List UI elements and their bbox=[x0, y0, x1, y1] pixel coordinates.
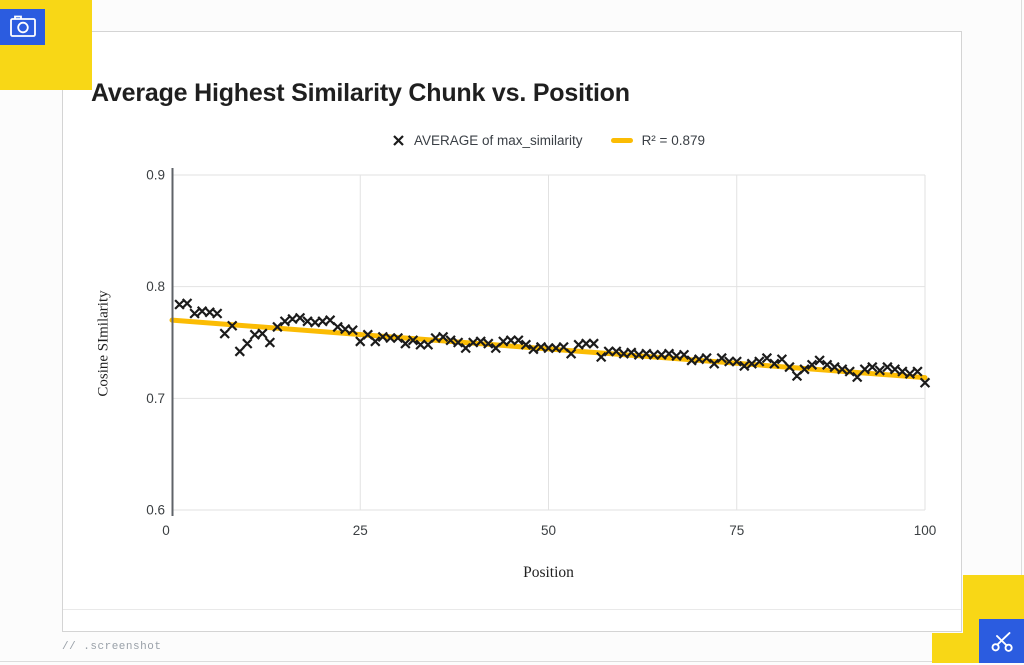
svg-text:0.7: 0.7 bbox=[146, 391, 165, 406]
legend-series-label: AVERAGE of max_similarity bbox=[414, 132, 583, 148]
svg-text:100: 100 bbox=[914, 523, 937, 538]
legend-item-trendline: R² = 0.879 bbox=[610, 132, 705, 148]
svg-text:0.8: 0.8 bbox=[146, 279, 165, 294]
svg-text:0.9: 0.9 bbox=[146, 168, 165, 183]
chart-legend: AVERAGE of max_similarity R² = 0.879 bbox=[172, 128, 925, 152]
trendline-swatch-icon bbox=[610, 137, 633, 143]
y-axis-title: Cosine SImilarity bbox=[95, 290, 112, 397]
svg-text:75: 75 bbox=[729, 523, 744, 538]
legend-item-series: AVERAGE of max_similarity bbox=[392, 133, 583, 148]
x-marker-icon bbox=[393, 134, 404, 146]
svg-text:25: 25 bbox=[353, 523, 368, 538]
chart-title: Average Highest Similarity Chunk vs. Pos… bbox=[91, 79, 630, 107]
chart-area: Average Highest Similarity Chunk vs. Pos… bbox=[63, 32, 961, 610]
chart-card: Average Highest Similarity Chunk vs. Pos… bbox=[62, 31, 962, 632]
scissors-icon bbox=[991, 632, 1013, 652]
x-axis-title: Position bbox=[523, 564, 574, 581]
camera-icon bbox=[9, 15, 36, 37]
camera-button[interactable] bbox=[0, 9, 45, 45]
scissors-button[interactable] bbox=[979, 619, 1024, 663]
svg-text:0: 0 bbox=[162, 523, 170, 538]
scatter-plot: 0.6 0.7 0.8 0.9 0 25 50 75 100 bbox=[146, 168, 937, 539]
svg-text:0.6: 0.6 bbox=[146, 503, 165, 518]
slide-caption: // .screenshot bbox=[62, 641, 162, 653]
svg-text:50: 50 bbox=[541, 523, 556, 538]
corner-decoration-bottom-right-small bbox=[932, 633, 964, 663]
legend-r2-label: R² = 0.879 bbox=[641, 132, 705, 148]
